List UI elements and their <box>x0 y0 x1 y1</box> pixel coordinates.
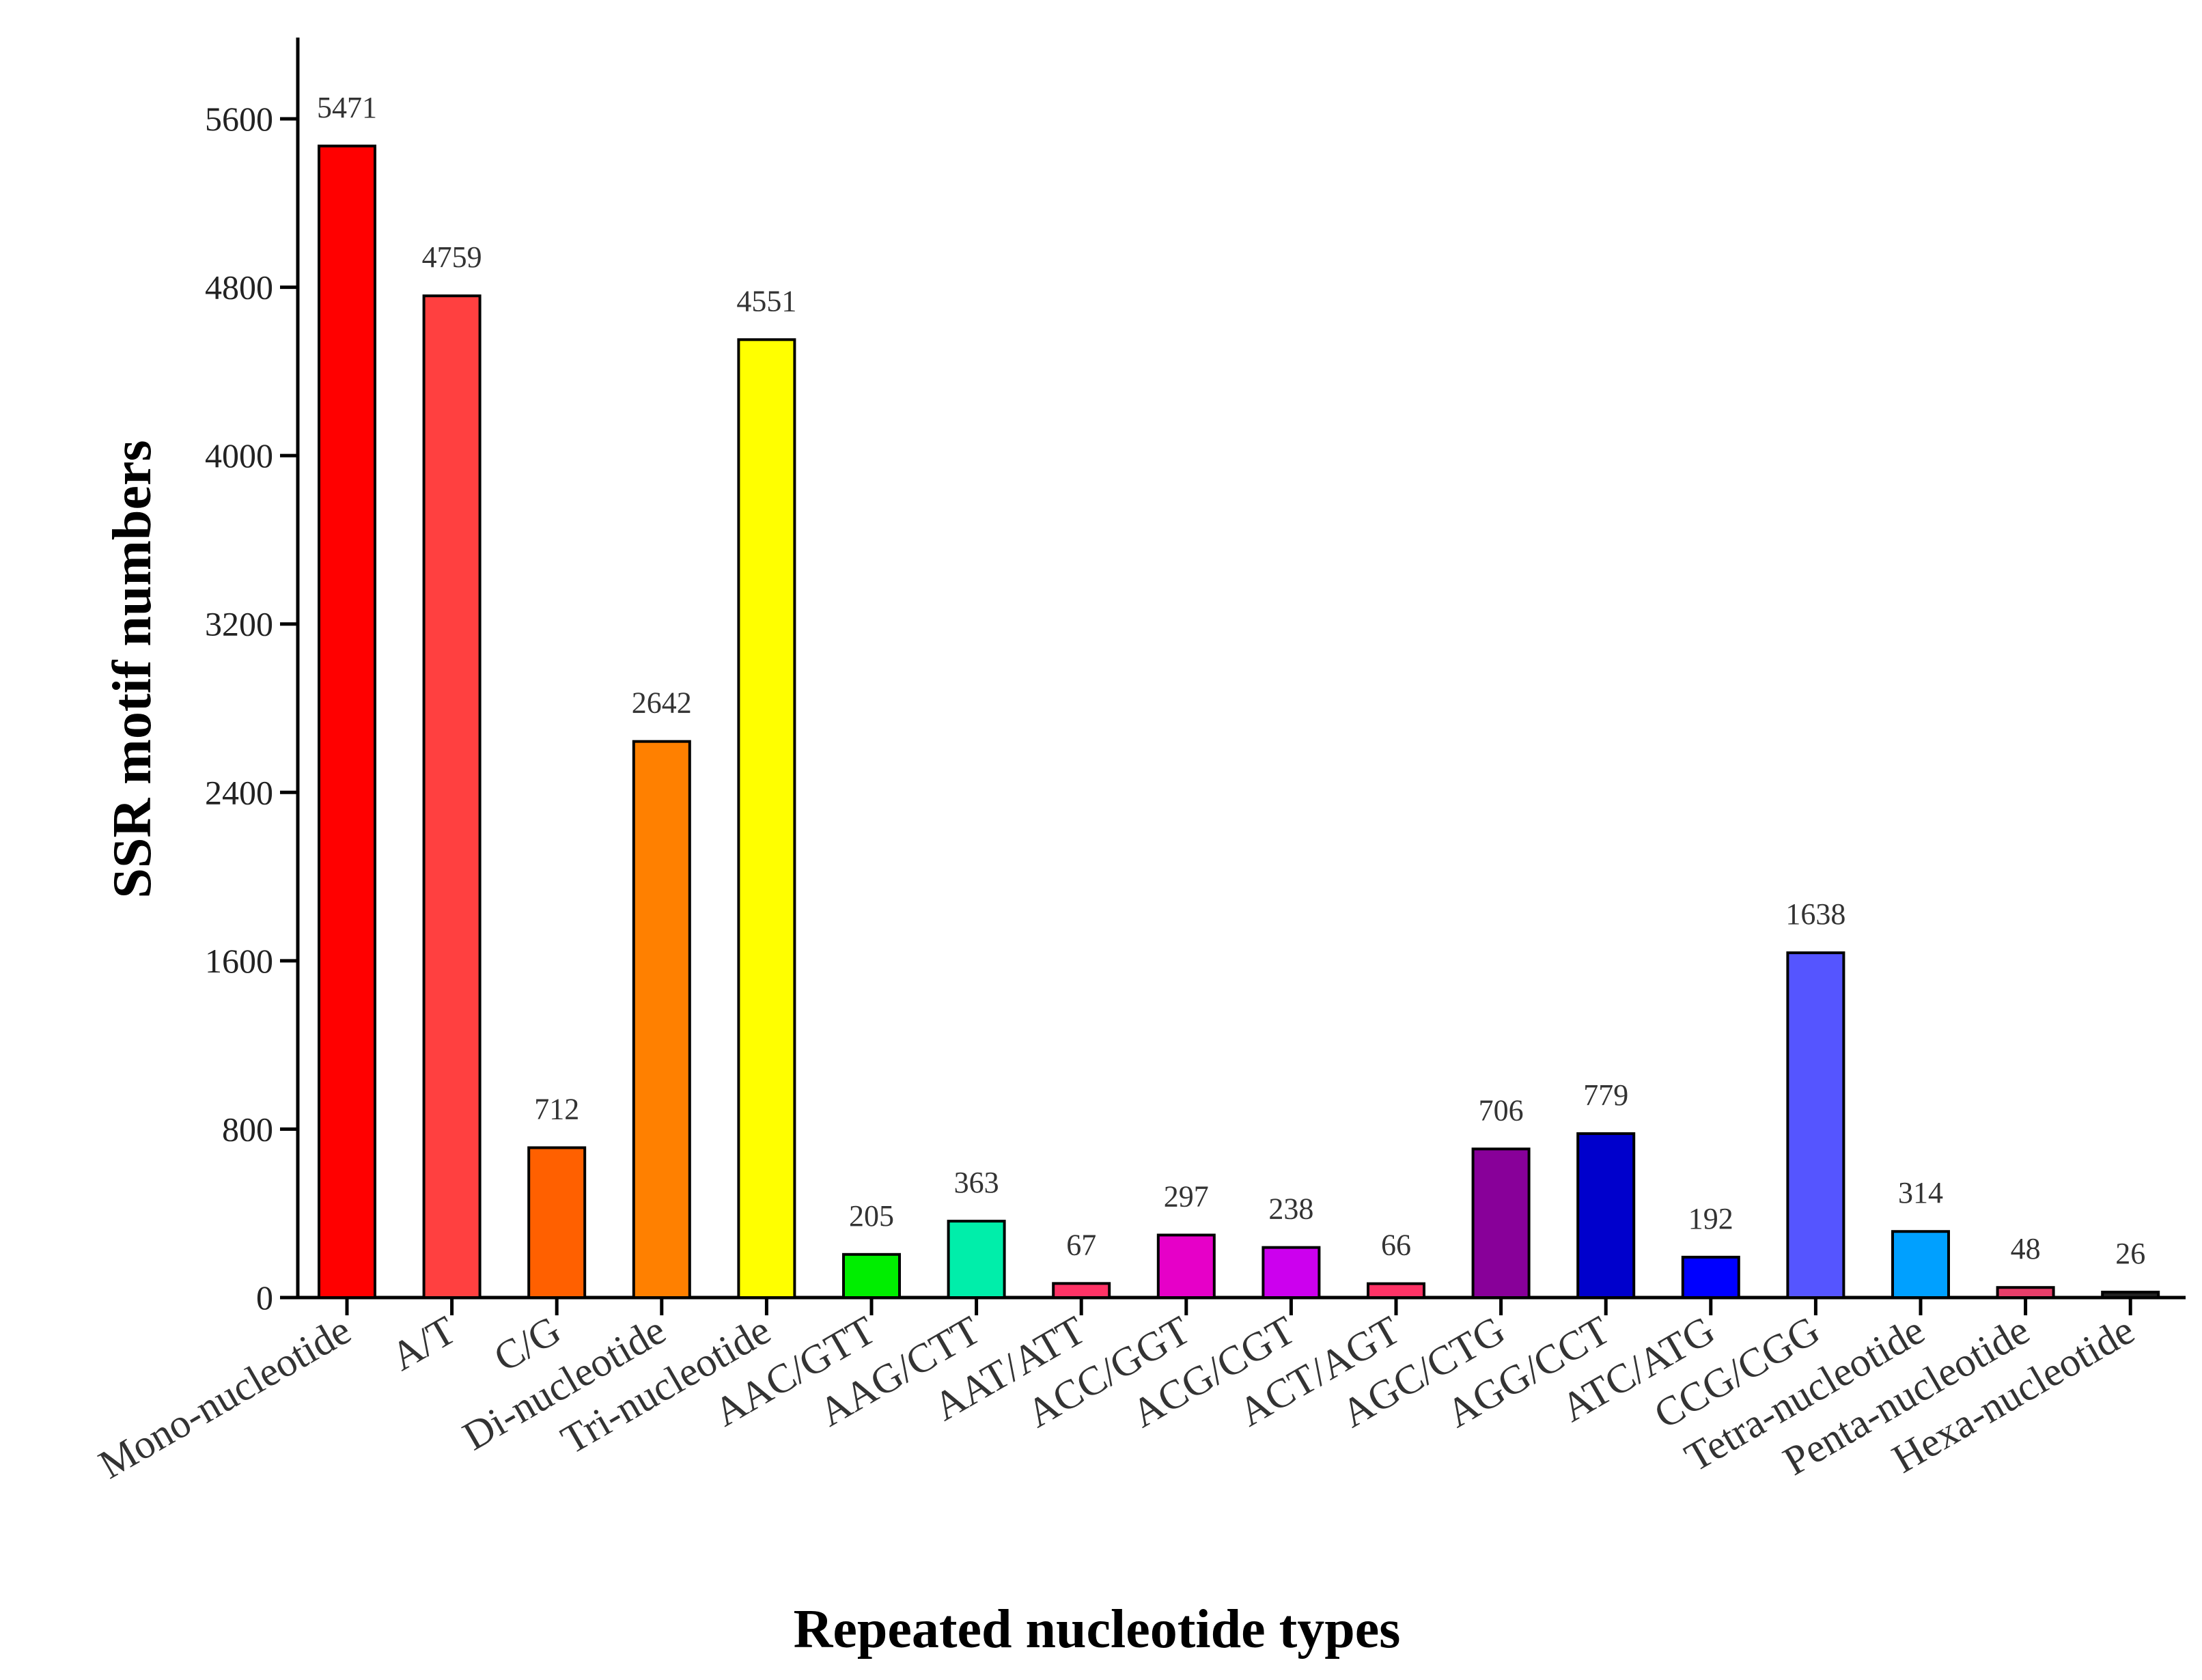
bar-value-label: 314 <box>1898 1176 1943 1209</box>
bar-value-label: 4759 <box>422 240 482 274</box>
y-tick-label: 4800 <box>205 268 273 307</box>
bar-value-label: 2642 <box>632 686 692 720</box>
bar-value-label: 66 <box>1381 1229 1411 1262</box>
bar-value-label: 205 <box>849 1199 894 1233</box>
bar-value-label: 48 <box>2011 1232 2041 1265</box>
x-tick-label: Mono-nucleotide <box>92 1307 359 1487</box>
bar <box>1576 1132 1636 1300</box>
bar <box>1156 1233 1216 1299</box>
bar <box>422 294 482 1299</box>
y-axis-title: SSR motif numbers <box>102 440 163 898</box>
y-tick-label: 1600 <box>205 942 273 980</box>
x-ticks: Mono-nucleotide A/T C/GDi-nucleotideTri-nu… <box>92 1298 2142 1487</box>
y-tick-label: 2400 <box>205 773 273 811</box>
bar <box>1786 951 1845 1300</box>
y-tick-label: 3200 <box>205 605 273 643</box>
y-ticks: 0 800 1600 2400 3200 4000 4800 5600 <box>205 100 298 1317</box>
bar-value-label: 192 <box>1688 1202 1733 1235</box>
bar-value-label: 1638 <box>1785 897 1845 931</box>
bar-value-label: 67 <box>1066 1228 1096 1261</box>
bar <box>842 1252 901 1299</box>
x-tick-label: A/T <box>383 1307 463 1379</box>
y-tick-label: 800 <box>222 1110 273 1148</box>
bar-value-label: 779 <box>1583 1078 1628 1112</box>
y-tick-label: 0 <box>256 1278 273 1317</box>
bar <box>632 740 691 1299</box>
bar <box>1052 1282 1111 1299</box>
bar <box>1891 1230 1950 1299</box>
x-axis-title: Repeated nucleotide types <box>794 1599 1401 1660</box>
bar <box>1681 1255 1740 1300</box>
y-tick-label: 4000 <box>205 436 273 475</box>
bar-value-label: 712 <box>534 1093 579 1126</box>
bar-value-label: 4551 <box>736 284 796 318</box>
bar <box>1367 1282 1425 1299</box>
bar <box>1996 1286 2055 1299</box>
y-tick-label: 5600 <box>205 100 273 138</box>
bar <box>947 1220 1006 1299</box>
bar-value-label: 26 <box>2115 1237 2145 1270</box>
bar-value-label: 297 <box>1164 1179 1209 1213</box>
bar <box>1262 1246 1321 1300</box>
bar-value-label: 363 <box>954 1166 999 1199</box>
bar-value-label: 5471 <box>317 91 377 124</box>
bar-value-label: 706 <box>1479 1093 1524 1127</box>
bar <box>527 1146 587 1299</box>
bars: 5471 4759 712 2642 4551 205 363 67 297 238 66 706 77… <box>317 91 2160 1300</box>
axes <box>296 38 2186 1300</box>
bar <box>1471 1147 1531 1300</box>
bar <box>318 144 376 1299</box>
bar <box>737 338 796 1299</box>
bar <box>2101 1290 2160 1300</box>
bar-value-label: 238 <box>1268 1192 1313 1226</box>
